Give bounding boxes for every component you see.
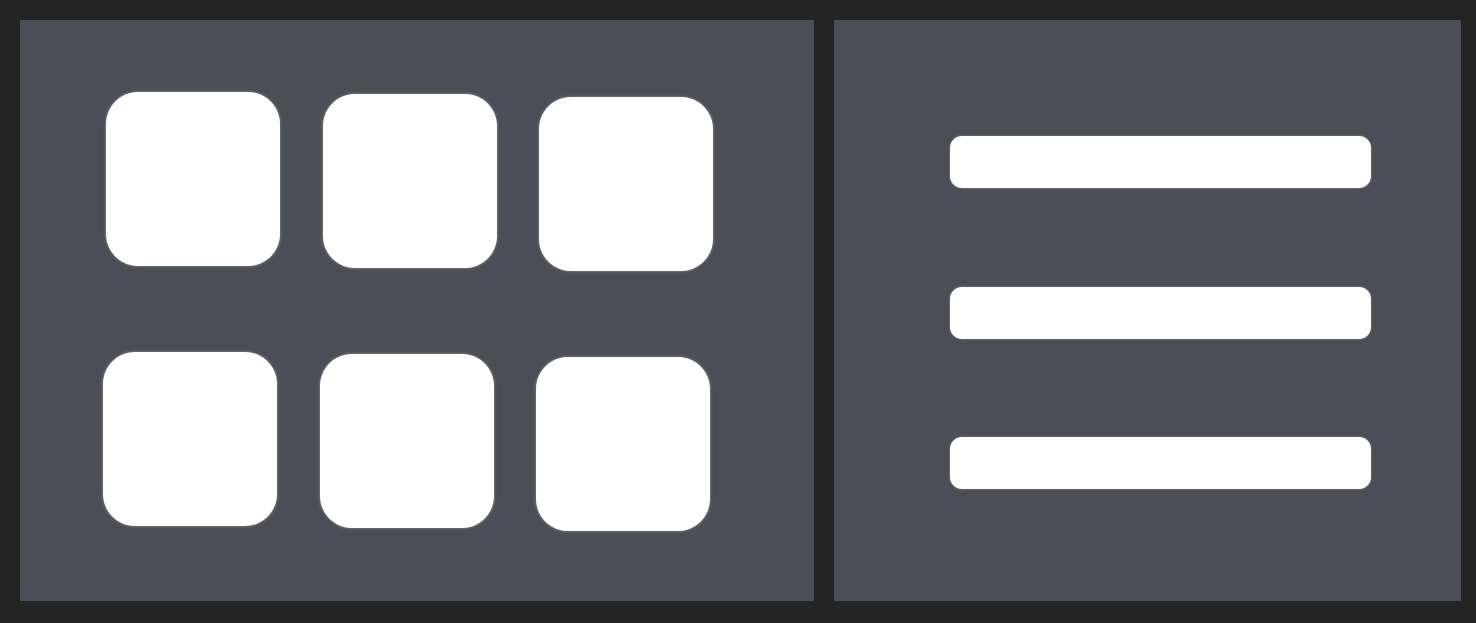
grid-tile <box>536 357 710 531</box>
list-view-button[interactable] <box>834 20 1461 601</box>
list-line <box>950 437 1371 489</box>
list-line <box>950 287 1371 339</box>
grid-tile <box>103 352 277 526</box>
grid-tile <box>320 354 494 528</box>
grid-tile <box>106 92 280 266</box>
grid-tile <box>323 94 497 268</box>
grid-tile <box>539 97 713 271</box>
list-line <box>950 136 1371 188</box>
grid-view-button[interactable] <box>20 20 814 601</box>
